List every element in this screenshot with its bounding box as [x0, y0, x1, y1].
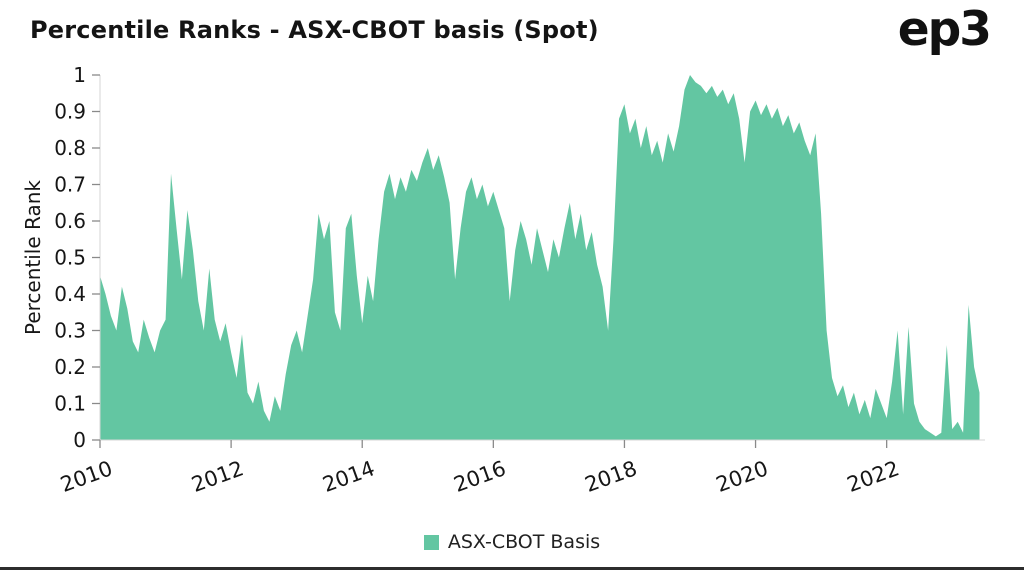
legend-swatch	[423, 534, 439, 550]
x-tick-label: 2014	[319, 456, 377, 497]
y-tick-label: 0.6	[54, 209, 86, 233]
y-tick-label: 0.3	[54, 319, 86, 343]
x-tick-label: 2018	[582, 456, 640, 497]
y-tick-label: 0	[73, 428, 86, 452]
y-tick-label: 0.1	[54, 392, 86, 416]
chart-title: Percentile Ranks - ASX-CBOT basis (Spot)	[30, 16, 599, 44]
x-tick-label: 2010	[57, 456, 115, 497]
x-tick-label: 2022	[844, 456, 902, 497]
y-tick-label: 0.9	[54, 100, 86, 124]
y-tick-label: 0.2	[54, 355, 86, 379]
y-tick-label: 0.4	[54, 282, 86, 306]
y-tick-label: 0.8	[54, 136, 86, 160]
bottom-window-edge	[0, 567, 1024, 570]
x-tick-label: 2012	[188, 456, 246, 497]
x-tick-label: 2016	[451, 456, 509, 497]
x-tick-label: 2020	[713, 456, 771, 497]
y-tick-label: 0.5	[54, 246, 86, 270]
y-tick-label: 0.7	[54, 173, 86, 197]
y-axis-title: Percentile Rank	[21, 180, 45, 335]
area-series	[100, 75, 980, 440]
legend-label: ASX-CBOT Basis	[447, 531, 601, 553]
ep3-logo: ep3	[897, 2, 992, 57]
legend: ASX-CBOT Basis	[0, 531, 1024, 553]
area-chart: 0 0.1 0.2 0.3 0.4 0.5 0.6 0.7 0.8 0.9 1 2010 2012 201…	[21, 63, 985, 497]
y-tick-label: 1	[73, 63, 86, 87]
